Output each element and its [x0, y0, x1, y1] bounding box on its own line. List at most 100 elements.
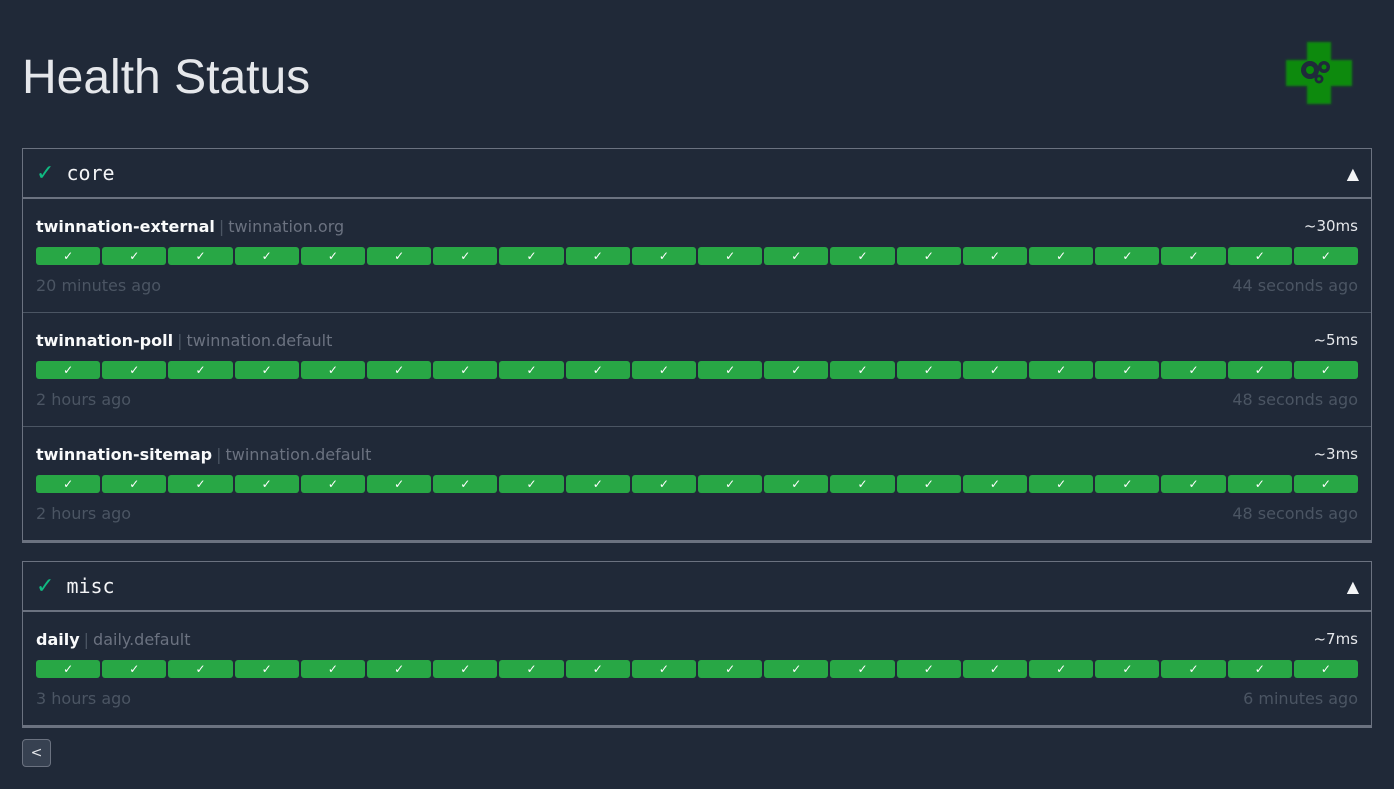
status-bar-success[interactable]: ✓ [1029, 475, 1094, 493]
status-bar-success[interactable]: ✓ [433, 660, 498, 678]
status-bar-success[interactable]: ✓ [631, 475, 697, 493]
status-bar-success[interactable]: ✓ [1227, 660, 1292, 678]
endpoint-groups: ✓ core ▲ twinnation-external | twinnation.org… [22, 148, 1372, 746]
status-bar-success[interactable]: ✓ [565, 660, 630, 678]
status-bar-success[interactable]: ✓ [830, 475, 895, 493]
response-time: ~3ms [1313, 445, 1358, 463]
status-bar-success[interactable]: ✓ [102, 247, 167, 265]
endpoint-name[interactable]: twinnation-external [36, 216, 215, 236]
endpoint-title: daily | daily.default [36, 630, 190, 649]
status-bar-success[interactable]: ✓ [962, 660, 1028, 678]
status-bar-success[interactable]: ✓ [300, 361, 366, 379]
status-bar-success[interactable]: ✓ [433, 361, 498, 379]
group-header[interactable]: ✓ misc ▲ [23, 562, 1371, 612]
status-bar-success[interactable]: ✓ [367, 361, 432, 379]
status-bar-success[interactable]: ✓ [896, 475, 961, 493]
status-bar-success[interactable]: ✓ [499, 660, 564, 678]
status-bar-success[interactable]: ✓ [367, 660, 432, 678]
status-bar-success[interactable]: ✓ [962, 475, 1028, 493]
status-bar-success[interactable]: ✓ [698, 660, 763, 678]
status-bar-success[interactable]: ✓ [102, 475, 167, 493]
status-bar-success[interactable]: ✓ [300, 660, 366, 678]
status-bar-success[interactable]: ✓ [565, 475, 630, 493]
status-bar-success[interactable]: ✓ [698, 475, 763, 493]
status-bar-success[interactable]: ✓ [1029, 361, 1094, 379]
status-bar-success[interactable]: ✓ [102, 660, 167, 678]
status-bar-success[interactable]: ✓ [1227, 247, 1292, 265]
status-bar-success[interactable]: ✓ [36, 247, 101, 265]
status-bar-success[interactable]: ✓ [1095, 475, 1160, 493]
status-bar-success[interactable]: ✓ [1161, 475, 1226, 493]
status-bar-success[interactable]: ✓ [565, 361, 630, 379]
endpoint-name[interactable]: twinnation-poll [36, 330, 174, 350]
status-bar-success[interactable]: ✓ [698, 361, 763, 379]
status-bar-success[interactable]: ✓ [300, 475, 366, 493]
newest-result-time: 48 seconds ago [1232, 390, 1358, 409]
status-bar-success[interactable]: ✓ [764, 247, 829, 265]
group-header[interactable]: ✓ core ▲ [23, 149, 1371, 199]
group-core: ✓ core ▲ twinnation-external | twinnation.org… [22, 148, 1372, 543]
back-button[interactable]: < [22, 739, 51, 767]
status-bar-success[interactable]: ✓ [1095, 361, 1160, 379]
status-bar-success[interactable]: ✓ [367, 247, 432, 265]
status-bar-success[interactable]: ✓ [1227, 475, 1292, 493]
separator: | [216, 444, 222, 464]
status-bar-success[interactable]: ✓ [1029, 247, 1094, 265]
status-bar-success[interactable]: ✓ [36, 361, 101, 379]
status-bar-success[interactable]: ✓ [1029, 660, 1094, 678]
status-bar-success[interactable]: ✓ [896, 247, 961, 265]
group-name: misc [66, 574, 115, 598]
status-bar-success[interactable]: ✓ [1095, 660, 1160, 678]
endpoint-name[interactable]: twinnation-sitemap [36, 444, 213, 464]
endpoint-name[interactable]: daily [36, 629, 80, 649]
status-bar-success[interactable]: ✓ [36, 475, 101, 493]
status-bar-success[interactable]: ✓ [168, 475, 233, 493]
status-bar-success[interactable]: ✓ [367, 475, 432, 493]
group-body: twinnation-external | twinnation.org ~30ms ✓… [23, 199, 1371, 540]
status-bar-success[interactable]: ✓ [631, 361, 697, 379]
status-bar-success[interactable]: ✓ [1293, 660, 1359, 678]
status-bar-success[interactable]: ✓ [1227, 361, 1292, 379]
status-bar-success[interactable]: ✓ [830, 247, 895, 265]
status-bar-success[interactable]: ✓ [830, 361, 895, 379]
status-bar-success[interactable]: ✓ [1095, 247, 1160, 265]
status-bar-success[interactable]: ✓ [499, 247, 564, 265]
status-bar-success[interactable]: ✓ [234, 660, 299, 678]
oldest-result-time: 2 hours ago [36, 504, 132, 523]
status-bar-success[interactable]: ✓ [234, 475, 299, 493]
page-title: Health Status [22, 51, 311, 104]
status-bar-success[interactable]: ✓ [499, 361, 564, 379]
status-bar-success[interactable]: ✓ [102, 361, 167, 379]
collapse-toggle-icon[interactable]: ▲ [1346, 576, 1359, 596]
status-bar-success[interactable]: ✓ [1293, 247, 1359, 265]
status-bar-success[interactable]: ✓ [764, 475, 829, 493]
status-bar-success[interactable]: ✓ [300, 247, 366, 265]
status-bar-success[interactable]: ✓ [962, 361, 1028, 379]
collapse-toggle-icon[interactable]: ▲ [1346, 163, 1359, 183]
status-bar-success[interactable]: ✓ [764, 361, 829, 379]
status-bar-success[interactable]: ✓ [168, 247, 233, 265]
status-bar-success[interactable]: ✓ [631, 660, 697, 678]
status-bar-success[interactable]: ✓ [631, 247, 697, 265]
status-bar-success[interactable]: ✓ [962, 247, 1028, 265]
status-bar-success[interactable]: ✓ [433, 475, 498, 493]
status-bar-success[interactable]: ✓ [499, 475, 564, 493]
endpoint-header: twinnation-poll | twinnation.default ~5ms [36, 330, 1358, 350]
status-bar-success[interactable]: ✓ [168, 660, 233, 678]
status-bar-success[interactable]: ✓ [234, 361, 299, 379]
status-bar-success[interactable]: ✓ [896, 361, 961, 379]
status-bar-success[interactable]: ✓ [1161, 247, 1226, 265]
status-bar-success[interactable]: ✓ [36, 660, 101, 678]
status-bar-success[interactable]: ✓ [565, 247, 630, 265]
status-bar-success[interactable]: ✓ [1293, 475, 1359, 493]
status-bar-success[interactable]: ✓ [1293, 361, 1359, 379]
status-bar-success[interactable]: ✓ [698, 247, 763, 265]
status-bar-success[interactable]: ✓ [1161, 361, 1226, 379]
status-bar-success[interactable]: ✓ [896, 660, 961, 678]
status-bar-success[interactable]: ✓ [830, 660, 895, 678]
status-bar-success[interactable]: ✓ [764, 660, 829, 678]
status-bar-success[interactable]: ✓ [234, 247, 299, 265]
status-bar-success[interactable]: ✓ [1161, 660, 1226, 678]
status-bar-success[interactable]: ✓ [433, 247, 498, 265]
status-bar-success[interactable]: ✓ [168, 361, 233, 379]
